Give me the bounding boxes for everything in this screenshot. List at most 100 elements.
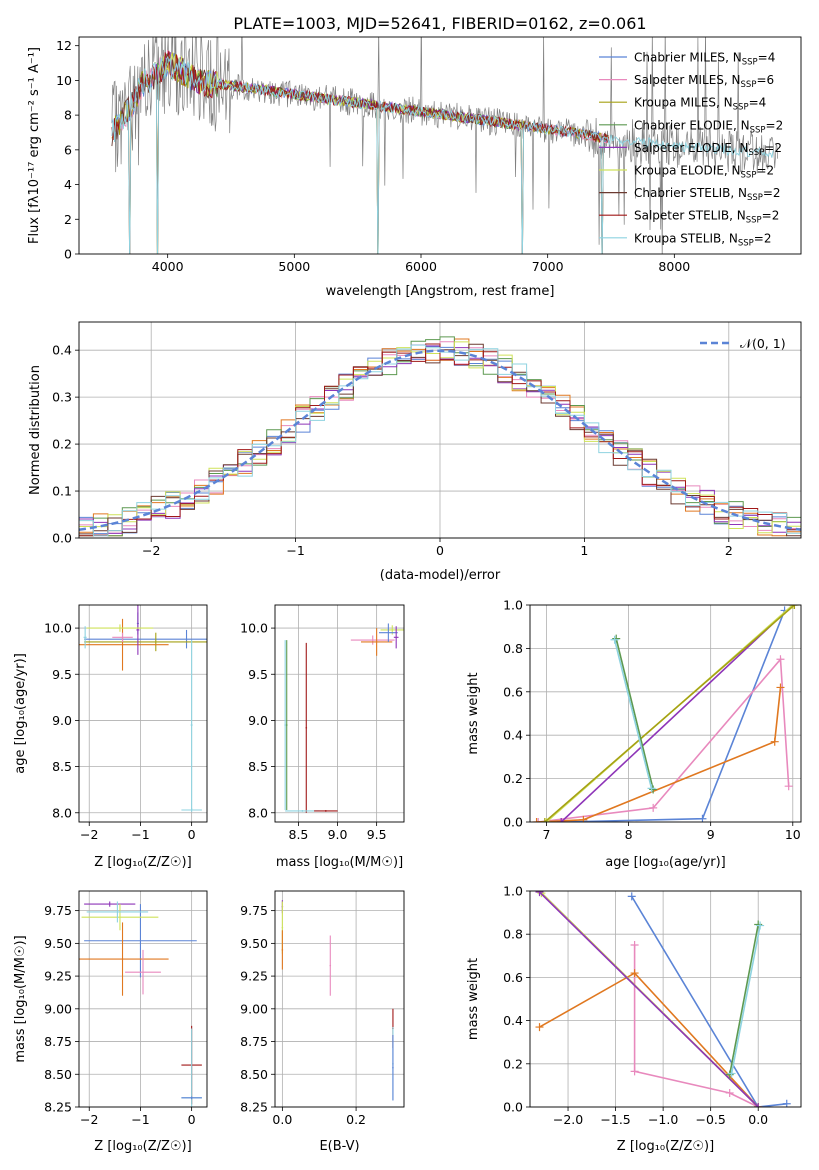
- residuals-panel: −2 −1 0 1 2 0.0 0.1 0.2 0.3 0.4 𝒩(0, 1) (data-model…: [28, 321, 802, 583]
- weight-marker: [627, 892, 636, 901]
- weight-marker: [727, 1069, 736, 1078]
- weight-line: [730, 925, 761, 1074]
- legend-entry-subscript: SSP: [750, 125, 766, 135]
- axes-frame: [529, 604, 802, 823]
- error-bar-point: [181, 808, 202, 812]
- legend-entry-text: Salpeter ELODIE, N: [634, 141, 748, 155]
- y-tick-label: 0.8: [503, 927, 523, 942]
- plot-area: [79, 336, 801, 537]
- age-vs-metallicity-panel: −2 −1 0 8.0 8.5 9.0 9.5 10.0 Z [log₁₀(Z/Z☉)] age …: [13, 604, 208, 870]
- y-tick-label: 9.5: [52, 667, 72, 682]
- weight-line: [536, 687, 782, 822]
- x-axis-label: mass [log₁₀(M/M☉)]: [276, 855, 403, 870]
- weight-marker: [790, 605, 799, 609]
- axes-frame: [529, 890, 802, 1108]
- x-tick-label: −0.5: [695, 1112, 725, 1127]
- error-bar-point: [86, 901, 149, 923]
- error-bar-point: [181, 1096, 202, 1100]
- y-axis-label: Normed distribution: [28, 365, 43, 495]
- legend-entry: Kroupa ELODIE, NSSP=2: [634, 164, 774, 181]
- weight-marker: [535, 891, 544, 897]
- error-bar-point: [392, 1035, 394, 1101]
- error-bar-point: [112, 632, 133, 642]
- y-tick-label: 0.0: [503, 1100, 523, 1115]
- x-tick-label: 7: [542, 827, 550, 842]
- model-spectrum-line: [111, 53, 609, 147]
- weight-marker: [776, 655, 785, 664]
- x-tick-label: −2: [142, 543, 160, 558]
- plot-area: [532, 605, 799, 822]
- legend-entry-subscript: SSP: [748, 148, 764, 158]
- x-tick-label: 1: [580, 543, 588, 558]
- weight-marker: [770, 737, 779, 746]
- error-bar-point: [350, 635, 395, 645]
- y-tick-label: 0.3: [52, 390, 72, 405]
- y-tick-label: 10.0: [240, 621, 268, 636]
- spectrum-panel: 4000 5000 6000 7000 8000 0 2 4 6 8 10 12 Chabrier MI…: [27, 36, 802, 299]
- error-bar-point: [329, 935, 332, 996]
- weight-marker: [579, 815, 588, 822]
- x-tick-label: 10: [785, 827, 801, 842]
- x-tick-label: 6000: [405, 259, 437, 274]
- legend-entry: Salpeter ELODIE, NSSP=2: [634, 141, 782, 158]
- weight-line: [613, 639, 653, 789]
- y-tick-label: 8.5: [52, 759, 72, 774]
- weight-series: [535, 891, 763, 1107]
- error-bar-point: [393, 626, 399, 649]
- y-tick-label: 0.2: [503, 771, 523, 786]
- legend-entry-value: =2: [764, 141, 782, 155]
- x-tick-label: 0.0: [748, 1112, 768, 1127]
- plot-area: [281, 900, 394, 1101]
- x-tick-label: −2.0: [553, 1112, 583, 1127]
- x-axis-label: Z [log₁₀(Z/Z☉)]: [617, 1139, 714, 1154]
- axes-frame: [78, 890, 208, 1108]
- weight-series: [612, 634, 658, 794]
- weight-marker: [754, 920, 763, 929]
- y-tick-label: 9.75: [44, 903, 72, 918]
- y-tick-label: 10.0: [44, 621, 72, 636]
- error-bar-point: [86, 624, 154, 632]
- y-axis-label: age [log₁₀(age/yr)]: [13, 653, 28, 774]
- legend-entry-text: Kroupa MILES, N: [634, 96, 733, 110]
- legend-entry: Salpeter STELIB, NSSP=2: [634, 209, 779, 226]
- x-tick-label: −1: [131, 827, 149, 842]
- y-tick-label: 9.0: [248, 713, 268, 728]
- error-bar-point: [378, 623, 398, 642]
- y-tick-label: 8: [64, 108, 72, 123]
- weight-line: [560, 605, 794, 822]
- x-axis-label: E(B-V): [319, 1139, 359, 1154]
- y-tick-label: 8.0: [248, 805, 268, 820]
- legend-entry-value: =4: [758, 51, 776, 65]
- weight-marker: [542, 818, 551, 822]
- weight-marker: [788, 605, 797, 609]
- legend-entry-value: =2: [754, 231, 772, 245]
- legend-entry-value: =4: [749, 96, 767, 110]
- axes-frame: [78, 36, 802, 255]
- y-tick-label: 0.0: [503, 815, 523, 830]
- legend-entry: Kroupa STELIB, NSSP=2: [634, 231, 772, 248]
- x-tick-label: 8.5: [289, 827, 309, 842]
- y-tick-label: 0.6: [503, 970, 523, 985]
- x-tick-label: −1: [131, 1112, 149, 1127]
- legend-entry-subscript: SSP: [746, 216, 762, 226]
- error-bar-point: [79, 922, 169, 996]
- x-tick-label: 5000: [278, 259, 310, 274]
- axes-frame: [274, 604, 405, 823]
- error-bar-point: [136, 605, 140, 655]
- weight-marker: [540, 818, 549, 822]
- weight-line: [728, 924, 759, 1075]
- x-axis-label: wavelength [Angstrom, rest frame]: [326, 284, 555, 299]
- weight-series: [630, 941, 763, 1107]
- axes-frame: [78, 321, 802, 539]
- y-tick-label: 9.50: [44, 936, 72, 951]
- y-axis-label: Flux [fλ10⁻¹⁷ erg cm⁻² s⁻¹ A⁻¹]: [27, 47, 42, 244]
- x-axis-label: Z [log₁₀(Z/Z☉)]: [94, 1139, 191, 1154]
- x-tick-label: 0.0: [272, 1112, 292, 1127]
- y-tick-label: 9.00: [240, 1001, 268, 1016]
- x-tick-label: 7000: [532, 259, 564, 274]
- legend-entry-subscript: SSP: [741, 80, 757, 90]
- weight-marker: [756, 921, 765, 930]
- massweight-vs-age-panel: 7 8 9 10 0.0 0.2 0.4 0.6 0.8 1.0 age [log₁₀(age/yr…: [466, 598, 802, 870]
- plot-area: [111, 37, 779, 254]
